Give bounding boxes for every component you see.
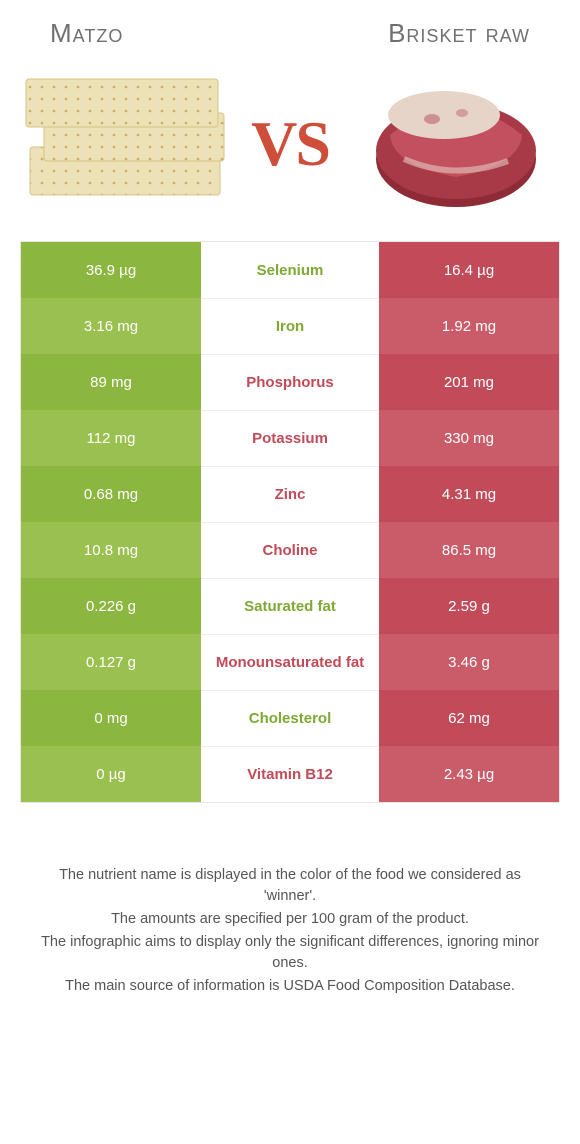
left-value: 112 mg xyxy=(21,410,201,466)
hero-row: VS xyxy=(20,59,560,241)
left-value: 0 mg xyxy=(21,690,201,746)
left-value: 3.16 mg xyxy=(21,298,201,354)
nutrient-name: Saturated fat xyxy=(201,578,379,634)
nutrient-name: Cholesterol xyxy=(201,690,379,746)
right-value: 16.4 µg xyxy=(379,242,559,298)
right-value: 330 mg xyxy=(379,410,559,466)
right-value: 3.46 g xyxy=(379,634,559,690)
table-row: 36.9 µgSelenium16.4 µg xyxy=(21,242,559,298)
nutrient-name: Potassium xyxy=(201,410,379,466)
left-value: 0.68 mg xyxy=(21,466,201,522)
food-titles: Matzo Brisket raw xyxy=(20,12,560,59)
table-row: 112 mgPotassium330 mg xyxy=(21,410,559,466)
vs-label: VS xyxy=(251,107,329,181)
footnote-line: The nutrient name is displayed in the co… xyxy=(40,865,540,907)
table-row: 0 µgVitamin B122.43 µg xyxy=(21,746,559,802)
left-value: 36.9 µg xyxy=(21,242,201,298)
right-food-title: Brisket raw xyxy=(388,18,530,49)
left-value: 0 µg xyxy=(21,746,201,802)
table-row: 10.8 mgCholine86.5 mg xyxy=(21,522,559,578)
table-row: 0.127 gMonounsaturated fat3.46 g xyxy=(21,634,559,690)
left-food-image xyxy=(24,69,236,219)
right-value: 1.92 mg xyxy=(379,298,559,354)
right-value: 2.43 µg xyxy=(379,746,559,802)
left-value: 89 mg xyxy=(21,354,201,410)
table-row: 89 mgPhosphorus201 mg xyxy=(21,354,559,410)
left-value: 10.8 mg xyxy=(21,522,201,578)
table-row: 0 mgCholesterol62 mg xyxy=(21,690,559,746)
nutrient-name: Selenium xyxy=(201,242,379,298)
nutrient-name: Monounsaturated fat xyxy=(201,634,379,690)
table-row: 3.16 mgIron1.92 mg xyxy=(21,298,559,354)
nutrient-name: Choline xyxy=(201,522,379,578)
footnote-line: The infographic aims to display only the… xyxy=(40,932,540,974)
table-row: 0.68 mgZinc4.31 mg xyxy=(21,466,559,522)
table-row: 0.226 gSaturated fat2.59 g xyxy=(21,578,559,634)
nutrient-name: Vitamin B12 xyxy=(201,746,379,802)
right-value: 62 mg xyxy=(379,690,559,746)
right-value: 86.5 mg xyxy=(379,522,559,578)
footnote-line: The amounts are specified per 100 gram o… xyxy=(40,909,540,930)
right-value: 4.31 mg xyxy=(379,466,559,522)
left-value: 0.127 g xyxy=(21,634,201,690)
right-value: 2.59 g xyxy=(379,578,559,634)
nutrient-name: Phosphorus xyxy=(201,354,379,410)
left-food-title: Matzo xyxy=(50,18,123,49)
footnote-line: The main source of information is USDA F… xyxy=(40,976,540,997)
nutrient-name: Zinc xyxy=(201,466,379,522)
nutrient-comparison-table: 36.9 µgSelenium16.4 µg3.16 mgIron1.92 mg… xyxy=(20,241,560,803)
right-value: 201 mg xyxy=(379,354,559,410)
nutrient-name: Iron xyxy=(201,298,379,354)
left-value: 0.226 g xyxy=(21,578,201,634)
footnotes: The nutrient name is displayed in the co… xyxy=(20,803,560,997)
right-food-image xyxy=(344,69,556,219)
